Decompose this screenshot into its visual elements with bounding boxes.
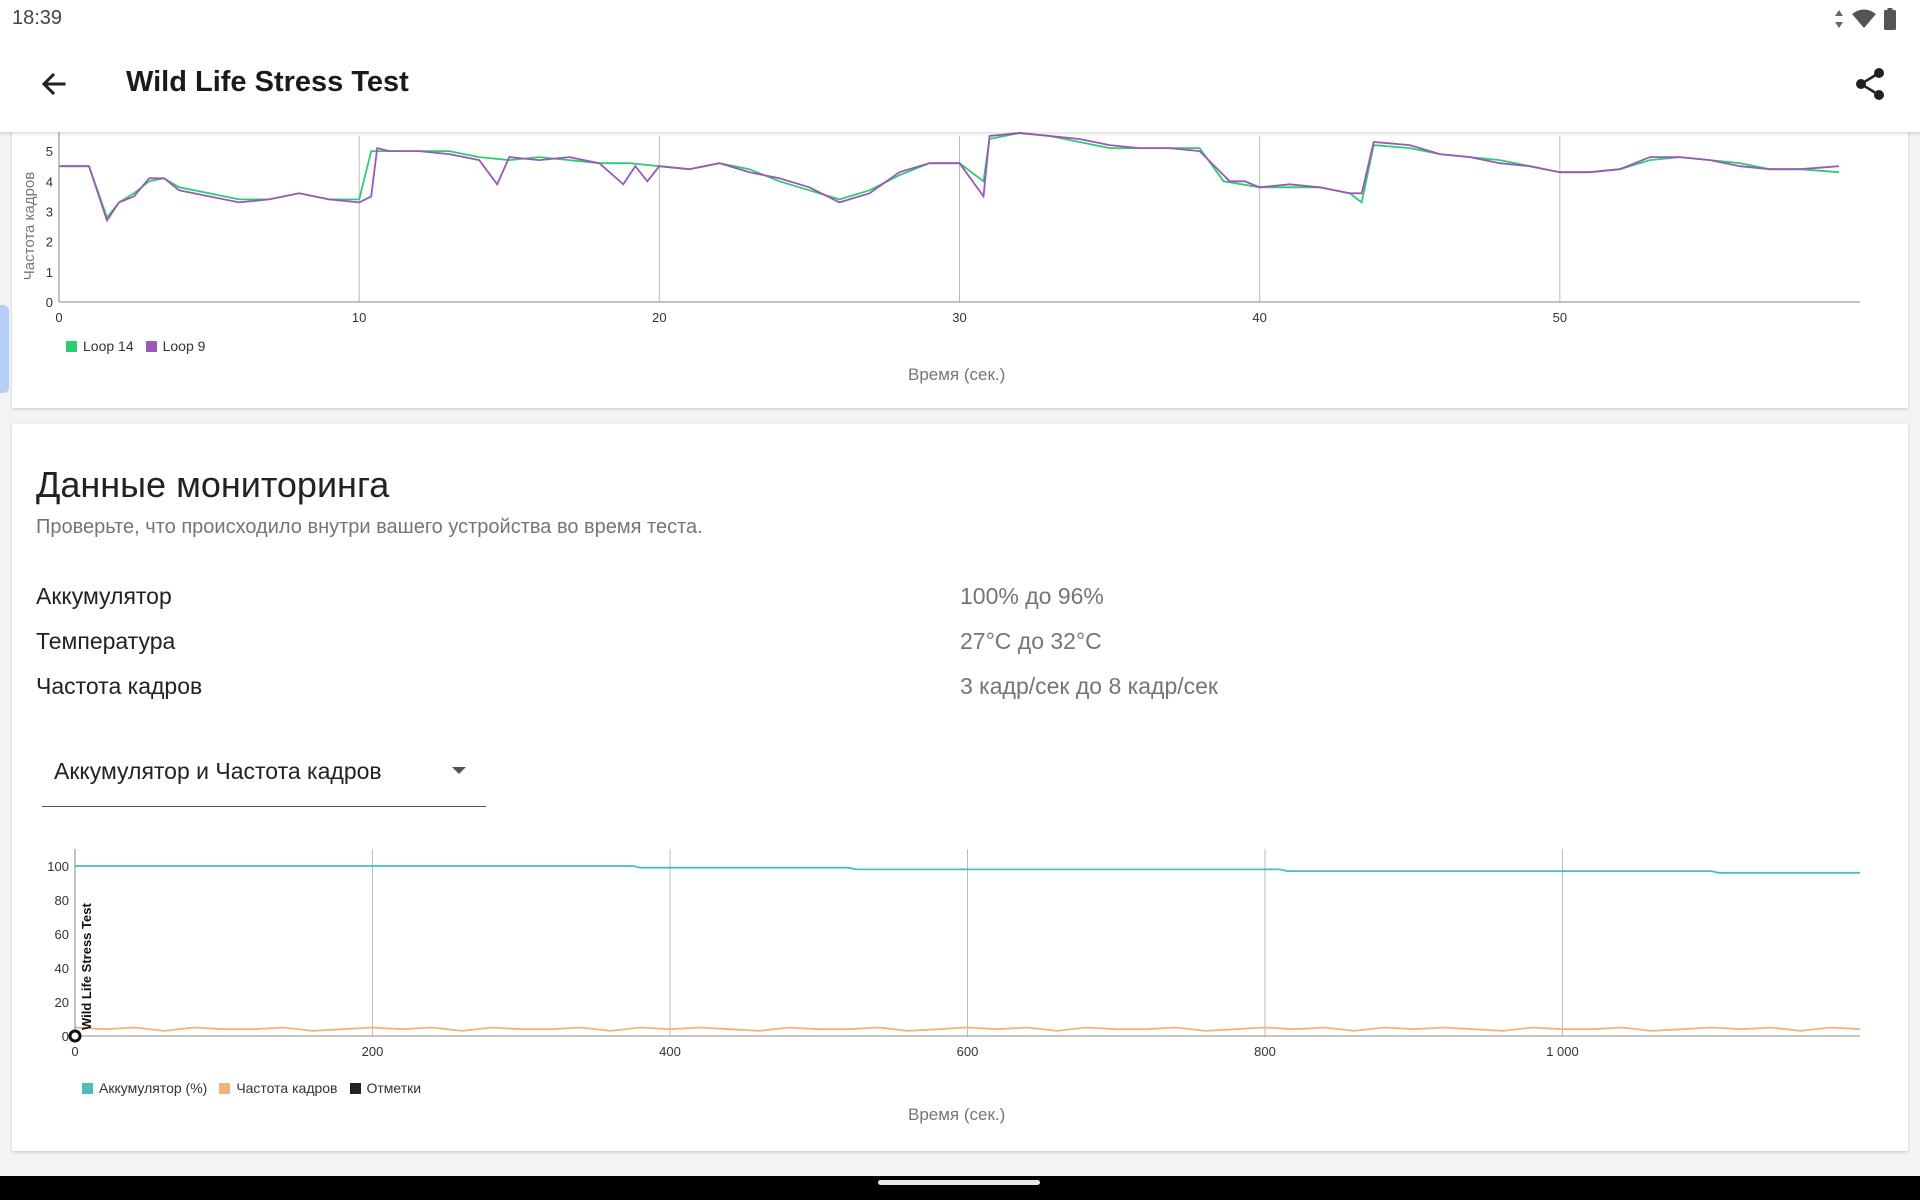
legend-swatch xyxy=(145,340,157,352)
page-title: Wild Life Stress Test xyxy=(126,66,409,98)
y-tick-label: 2 xyxy=(46,235,53,250)
x-tick-label: 0 xyxy=(71,1044,78,1059)
fps-line-chart: 0 10 20 30 40 50 0 1 2 3 4 5 Частота кадров xyxy=(21,130,1860,325)
legend-item: Loop 9 xyxy=(145,338,206,354)
status-bar: 18:39 xyxy=(0,0,1920,34)
y-axis-title: Частота кадров xyxy=(21,172,38,280)
framerate-label: Частота кадров xyxy=(36,673,203,699)
y-tick-label: 0 xyxy=(46,295,53,310)
battery-value: 100% до 96% xyxy=(960,583,1104,609)
series-line xyxy=(59,132,1840,220)
y-tick-label: 40 xyxy=(55,961,69,976)
x-tick-label: 50 xyxy=(1553,310,1567,325)
y-tick-label: 1 xyxy=(46,265,53,280)
temperature-label: Температура xyxy=(36,628,176,654)
x-tick-label: 400 xyxy=(659,1044,681,1059)
legend-item: Loop 14 xyxy=(66,338,134,354)
monitoring-card: Данные мониторинга Проверьте, что происх… xyxy=(12,424,1908,1151)
legend-swatch xyxy=(349,1082,361,1094)
battery-icon xyxy=(1884,8,1896,30)
status-icons xyxy=(1834,8,1896,30)
framerate-value: 3 кадр/сек до 8 кадр/сек xyxy=(960,673,1218,699)
legend-label: Отметки xyxy=(366,1080,422,1096)
legend-item: Отметки xyxy=(349,1080,422,1096)
series-line xyxy=(74,1026,1861,1032)
battery-label: Аккумулятор xyxy=(36,583,172,609)
legend-item: Частота кадров xyxy=(219,1080,338,1096)
section-subtitle: Проверьте, что происходило внутри вашего… xyxy=(36,516,703,538)
fps-chart-card: 0 10 20 30 40 50 0 1 2 3 4 5 Частота кадров Loop 14 … xyxy=(12,130,1908,408)
monitoring-chart-x-title: Время (сек.) xyxy=(908,1105,1006,1124)
fps-chart-legend: Loop 14 Loop 9 xyxy=(66,338,205,354)
legend-label: Loop 9 xyxy=(162,338,206,354)
y-tick-label: 100 xyxy=(47,859,69,874)
x-tick-label: 20 xyxy=(652,310,666,325)
monitoring-line-chart: 0 200 400 600 800 1 000 0 20 40 60 80 100 Wild Life … xyxy=(47,849,1861,1059)
dropdown-arrow-icon[interactable] xyxy=(452,767,466,774)
x-tick-label: 30 xyxy=(952,310,966,325)
y-tick-label: 0 xyxy=(62,1029,69,1044)
x-tick-label: 0 xyxy=(55,310,62,325)
side-drawer-handle[interactable] xyxy=(0,305,9,393)
y-tick-label: 60 xyxy=(55,927,69,942)
y-tick-label: 3 xyxy=(46,204,53,219)
dropdown-selected-value: Аккумулятор и Частота кадров xyxy=(54,758,382,784)
legend-label: Частота кадров xyxy=(236,1080,338,1096)
x-tick-label: 40 xyxy=(1252,310,1266,325)
legend-swatch xyxy=(219,1082,231,1094)
x-tick-label: 600 xyxy=(957,1044,979,1059)
y-tick-label: 80 xyxy=(55,893,69,908)
share-icon[interactable] xyxy=(1850,64,1890,104)
legend-item: Аккумулятор (%) xyxy=(82,1080,207,1096)
x-tick-label: 10 xyxy=(352,310,366,325)
x-tick-label: 800 xyxy=(1254,1044,1276,1059)
chart-metric-dropdown[interactable]: Аккумулятор и Частота кадров xyxy=(42,734,486,807)
temperature-value: 27°C до 32°C xyxy=(960,628,1102,654)
legend-label: Loop 14 xyxy=(83,338,134,354)
legend-label: Аккумулятор (%) xyxy=(99,1080,208,1096)
x-tick-label: 200 xyxy=(362,1044,384,1059)
y-tick-label: 5 xyxy=(46,144,53,159)
series-line xyxy=(75,865,1860,874)
y-tick-label: 20 xyxy=(55,995,69,1010)
fps-chart-x-title: Время (сек.) xyxy=(908,365,1006,384)
data-arrows-icon xyxy=(1835,10,1843,28)
x-tick-label: 1 000 xyxy=(1546,1044,1579,1059)
monitoring-chart-legend: Аккумулятор (%) Частота кадров Отметки xyxy=(82,1080,421,1096)
system-navigation-bar xyxy=(0,1176,1920,1200)
wifi-icon xyxy=(1852,9,1876,28)
back-arrow-icon[interactable] xyxy=(34,64,74,104)
y-tick-label: 4 xyxy=(46,174,53,189)
status-time: 18:39 xyxy=(12,7,63,29)
section-title: Данные мониторинга xyxy=(36,464,390,505)
series-line xyxy=(59,132,1840,223)
legend-swatch xyxy=(82,1082,93,1094)
event-marker-label: Wild Life Stress Test xyxy=(79,903,94,1030)
event-marker xyxy=(68,1029,82,1043)
app-bar: Wild Life Stress Test xyxy=(0,34,1920,132)
home-gesture-handle[interactable] xyxy=(878,1180,1040,1185)
legend-swatch xyxy=(66,340,77,352)
